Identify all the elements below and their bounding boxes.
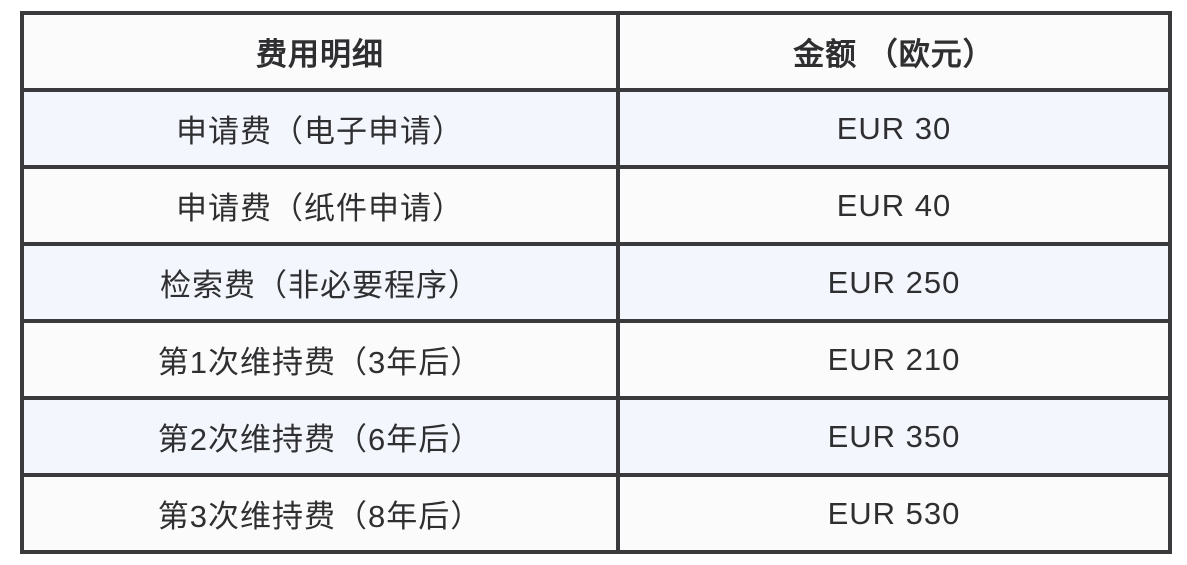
fee-item-cell: 第3次维持费（8年后） <box>20 473 620 554</box>
fee-amount-cell: EUR 210 <box>616 319 1172 400</box>
fee-amount-cell: EUR 40 <box>616 165 1172 246</box>
table-row: 申请费（电子申请） EUR 30 <box>20 88 1172 169</box>
table-row: 第3次维持费（8年后） EUR 530 <box>20 473 1172 554</box>
fee-item-cell: 第1次维持费（3年后） <box>20 319 620 400</box>
fee-item-cell: 检索费（非必要程序） <box>20 242 620 323</box>
fee-amount-cell: EUR 350 <box>616 396 1172 477</box>
fee-amount-cell: EUR 250 <box>616 242 1172 323</box>
table-header-row: 费用明细 金额 （欧元） <box>20 11 1172 92</box>
fee-amount-cell: EUR 30 <box>616 88 1172 169</box>
header-cell-item: 费用明细 <box>20 11 620 92</box>
table-row: 检索费（非必要程序） EUR 250 <box>20 242 1172 323</box>
header-cell-amount: 金额 （欧元） <box>616 11 1172 92</box>
fee-table: 费用明细 金额 （欧元） 申请费（电子申请） EUR 30 申请费（纸件申请） … <box>20 11 1172 554</box>
fee-item-cell: 第2次维持费（6年后） <box>20 396 620 477</box>
fee-amount-cell: EUR 530 <box>616 473 1172 554</box>
fee-item-cell: 申请费（纸件申请） <box>20 165 620 246</box>
table-row: 第2次维持费（6年后） EUR 350 <box>20 396 1172 477</box>
fee-item-cell: 申请费（电子申请） <box>20 88 620 169</box>
table-row: 第1次维持费（3年后） EUR 210 <box>20 319 1172 400</box>
table-row: 申请费（纸件申请） EUR 40 <box>20 165 1172 246</box>
